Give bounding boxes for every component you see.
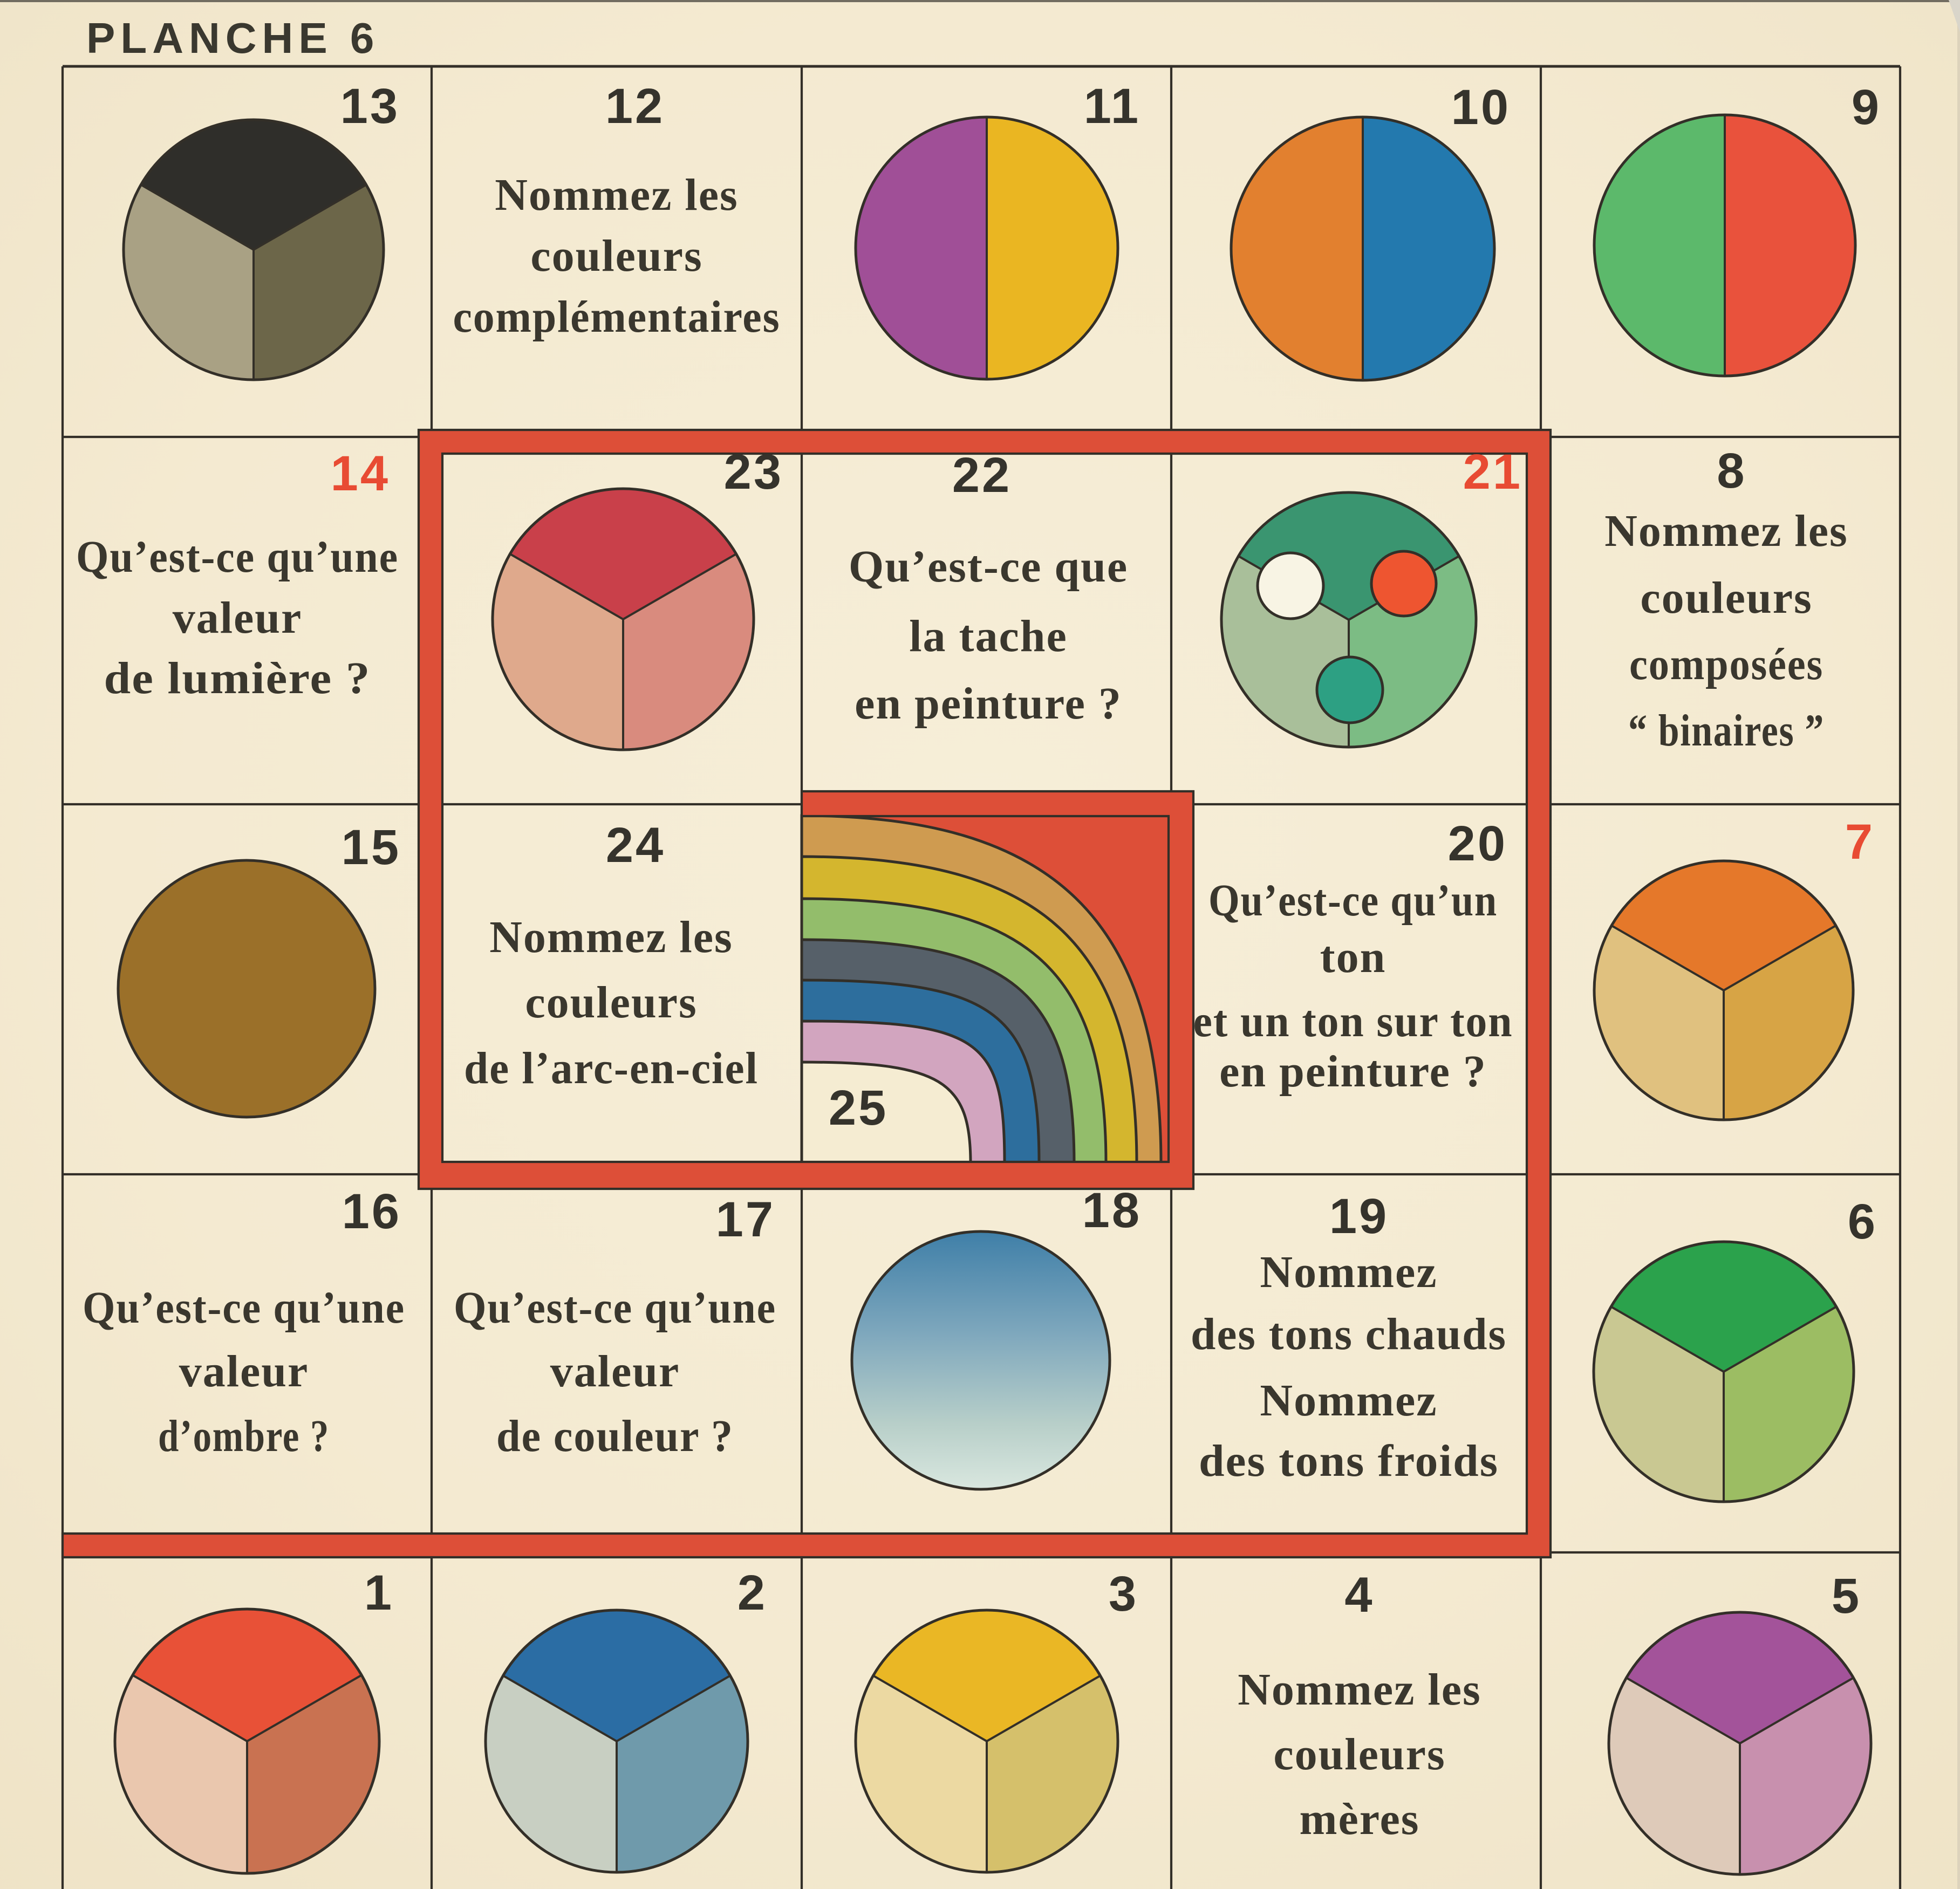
svg-text:couleurs: couleurs	[530, 231, 702, 281]
svg-text:20: 20	[1448, 816, 1507, 871]
svg-text:PLANCHE 6: PLANCHE 6	[86, 14, 379, 62]
svg-text:en peinture ?: en peinture ?	[855, 679, 1122, 729]
svg-text:Nommez les: Nommez les	[1604, 506, 1848, 556]
svg-text:9: 9	[1852, 80, 1881, 135]
svg-text:Qu’est-ce qu’une: Qu’est-ce qu’une	[76, 532, 399, 582]
svg-text:13: 13	[340, 79, 400, 134]
svg-text:11: 11	[1084, 79, 1141, 134]
svg-text:21: 21	[1463, 444, 1522, 499]
svg-text:valeur: valeur	[179, 1346, 309, 1397]
svg-text:18: 18	[1082, 1183, 1142, 1238]
svg-text:15: 15	[342, 820, 401, 875]
svg-text:ton: ton	[1320, 932, 1387, 982]
svg-text:2: 2	[737, 1565, 767, 1620]
svg-text:d’ombre ?: d’ombre ?	[158, 1411, 330, 1461]
svg-text:25: 25	[829, 1080, 888, 1135]
svg-text:de lumière ?: de lumière ?	[104, 653, 371, 703]
svg-text:Nommez les: Nommez les	[489, 912, 733, 962]
svg-text:couleurs: couleurs	[1640, 573, 1812, 623]
svg-text:Qu’est-ce que: Qu’est-ce que	[849, 542, 1128, 592]
svg-text:en peinture ?: en peinture ?	[1219, 1046, 1487, 1097]
svg-text:valeur: valeur	[550, 1346, 680, 1397]
svg-text:mères: mères	[1300, 1794, 1420, 1844]
svg-text:19: 19	[1329, 1189, 1389, 1244]
svg-text:“ binaires ”: “ binaires ”	[1628, 706, 1825, 756]
svg-text:12: 12	[605, 79, 665, 134]
svg-text:de couleur ?: de couleur ?	[496, 1411, 734, 1461]
svg-text:et un ton sur ton: et un ton sur ton	[1193, 996, 1513, 1046]
svg-text:16: 16	[342, 1184, 401, 1239]
svg-text:3: 3	[1109, 1566, 1138, 1621]
svg-text:4: 4	[1344, 1568, 1374, 1623]
svg-text:24: 24	[606, 818, 665, 873]
svg-text:Qu’est-ce qu’une: Qu’est-ce qu’une	[83, 1283, 405, 1333]
svg-text:de l’arc-en-ciel: de l’arc-en-ciel	[464, 1043, 759, 1093]
svg-text:la tache: la tache	[909, 611, 1068, 661]
svg-text:Nommez: Nommez	[1260, 1375, 1437, 1426]
svg-text:des tons chauds: des tons chauds	[1191, 1309, 1507, 1359]
svg-text:14: 14	[331, 446, 390, 501]
svg-text:23: 23	[724, 444, 783, 499]
svg-text:couleurs: couleurs	[525, 977, 697, 1028]
svg-text:17: 17	[716, 1192, 775, 1247]
svg-text:Qu’est-ce qu’un: Qu’est-ce qu’un	[1208, 875, 1498, 926]
svg-text:couleurs: couleurs	[1273, 1729, 1445, 1780]
svg-text:10: 10	[1451, 80, 1511, 135]
svg-text:Nommez les: Nommez les	[1238, 1665, 1481, 1715]
svg-text:6: 6	[1848, 1194, 1877, 1249]
svg-text:1: 1	[364, 1565, 394, 1620]
svg-text:7: 7	[1845, 815, 1875, 870]
svg-text:composées: composées	[1629, 639, 1824, 689]
svg-text:5: 5	[1832, 1569, 1861, 1624]
svg-text:Nommez: Nommez	[1260, 1247, 1437, 1297]
svg-text:des tons froids: des tons froids	[1199, 1436, 1499, 1486]
svg-text:Qu’est-ce qu’une: Qu’est-ce qu’une	[454, 1283, 776, 1333]
svg-text:complémentaires: complémentaires	[453, 292, 781, 342]
svg-text:Nommez les: Nommez les	[495, 170, 738, 220]
svg-text:8: 8	[1717, 443, 1746, 498]
svg-text:valeur: valeur	[173, 593, 303, 643]
svg-text:22: 22	[952, 448, 1012, 503]
